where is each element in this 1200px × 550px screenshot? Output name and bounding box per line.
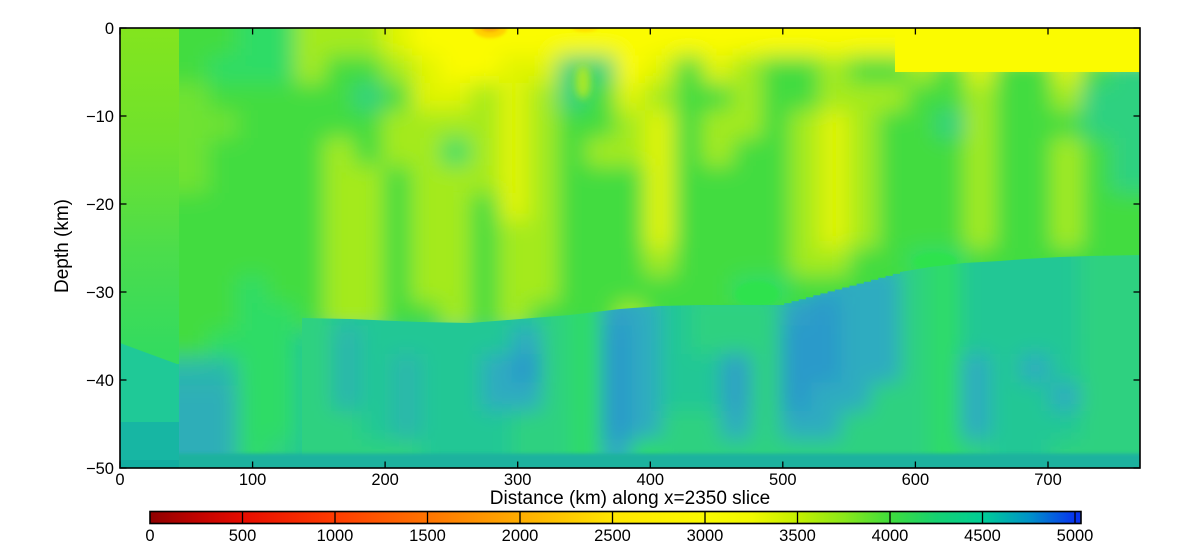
svg-text:3500: 3500 bbox=[779, 527, 816, 545]
svg-text:100: 100 bbox=[239, 471, 267, 489]
svg-text:2500: 2500 bbox=[594, 527, 631, 545]
svg-text:0: 0 bbox=[115, 471, 124, 489]
svg-text:−20: −20 bbox=[86, 196, 114, 214]
svg-text:−30: −30 bbox=[86, 284, 114, 302]
svg-text:Depth (km): Depth (km) bbox=[52, 199, 73, 293]
svg-text:4000: 4000 bbox=[872, 527, 909, 545]
svg-text:2000: 2000 bbox=[502, 527, 539, 545]
svg-text:1000: 1000 bbox=[317, 527, 354, 545]
svg-text:700: 700 bbox=[1034, 471, 1062, 489]
svg-text:Distance (km) along x=2350 sli: Distance (km) along x=2350 slice bbox=[490, 488, 770, 509]
svg-text:−40: −40 bbox=[86, 372, 114, 390]
svg-text:1500: 1500 bbox=[409, 527, 446, 545]
svg-text:−50: −50 bbox=[86, 460, 114, 478]
svg-text:400: 400 bbox=[637, 471, 665, 489]
svg-text:0: 0 bbox=[145, 527, 154, 545]
svg-text:200: 200 bbox=[371, 471, 399, 489]
svg-text:3000: 3000 bbox=[687, 527, 724, 545]
svg-text:−10: −10 bbox=[86, 108, 114, 126]
svg-text:600: 600 bbox=[902, 471, 930, 489]
svg-text:0: 0 bbox=[105, 20, 114, 38]
svg-text:300: 300 bbox=[504, 471, 532, 489]
svg-text:5000: 5000 bbox=[1057, 527, 1094, 545]
svg-text:4500: 4500 bbox=[964, 527, 1001, 545]
svg-text:500: 500 bbox=[769, 471, 797, 489]
svg-text:500: 500 bbox=[229, 527, 257, 545]
